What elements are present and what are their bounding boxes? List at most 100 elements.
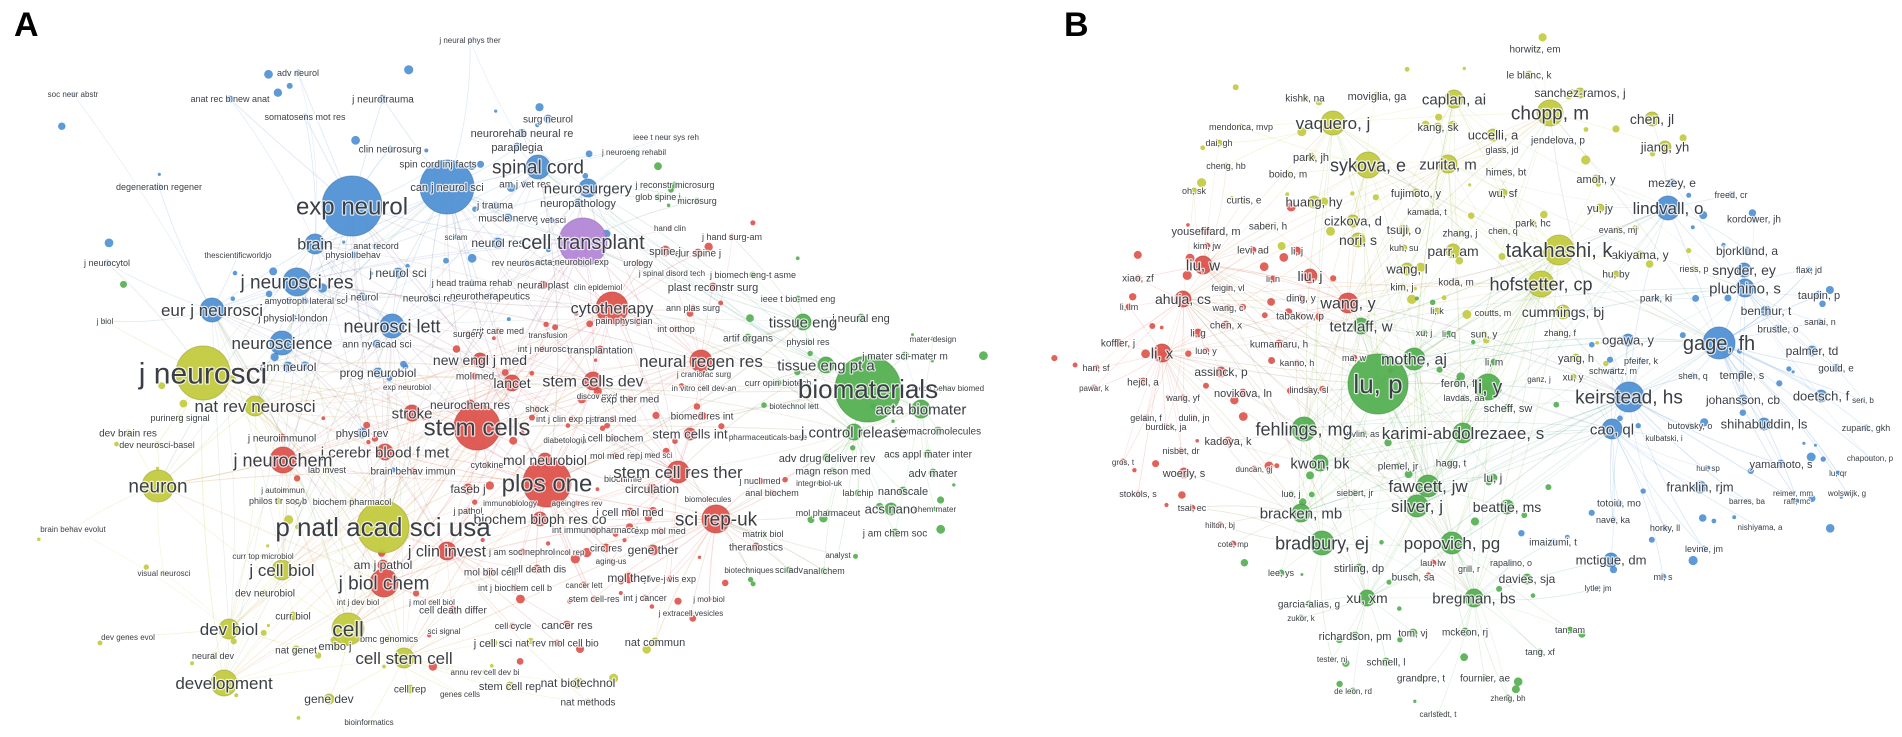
network-node[interactable]	[1601, 418, 1623, 440]
network-node[interactable]	[1773, 324, 1783, 334]
network-node-small[interactable]	[143, 564, 149, 570]
network-node-small[interactable]	[892, 452, 899, 459]
network-node[interactable]	[1757, 417, 1771, 431]
network-node-small[interactable]	[937, 496, 945, 504]
network-node[interactable]	[288, 611, 298, 621]
network-node-small[interactable]	[266, 544, 270, 548]
network-node-small[interactable]	[1578, 630, 1586, 638]
network-node-small[interactable]	[1284, 308, 1293, 316]
network-node[interactable]	[1536, 648, 1544, 656]
network-node-small[interactable]	[595, 487, 600, 492]
network-node[interactable]	[1644, 111, 1660, 127]
network-node[interactable]	[1142, 414, 1150, 422]
network-node[interactable]	[321, 175, 383, 237]
network-node[interactable]	[728, 233, 736, 241]
network-node[interactable]	[1420, 329, 1428, 337]
network-node[interactable]	[1201, 226, 1211, 236]
network-node[interactable]	[1346, 214, 1360, 228]
network-node-small[interactable]	[421, 416, 426, 421]
network-node-small[interactable]	[535, 103, 544, 112]
network-node-small[interactable]	[1468, 183, 1472, 187]
network-node[interactable]	[671, 181, 679, 189]
network-node[interactable]	[409, 467, 417, 475]
network-node[interactable]	[743, 333, 753, 343]
network-node[interactable]	[1305, 600, 1313, 608]
network-node[interactable]	[1760, 305, 1772, 317]
network-node-small[interactable]	[622, 538, 627, 543]
network-node-small[interactable]	[1072, 362, 1078, 368]
network-node-small[interactable]	[1164, 502, 1169, 508]
network-node[interactable]	[521, 180, 529, 188]
network-node-small[interactable]	[1603, 360, 1609, 367]
network-node[interactable]	[1776, 459, 1786, 469]
network-node-small[interactable]	[1384, 438, 1392, 447]
network-node[interactable]	[1113, 338, 1123, 348]
network-node[interactable]	[543, 114, 553, 124]
network-node-small[interactable]	[158, 382, 166, 390]
network-node[interactable]	[1350, 232, 1366, 248]
network-node[interactable]	[1867, 455, 1873, 461]
network-node[interactable]	[1503, 403, 1513, 413]
network-node-small[interactable]	[492, 336, 496, 341]
network-node-small[interactable]	[1350, 191, 1355, 196]
network-node-small[interactable]	[270, 353, 279, 362]
network-node[interactable]	[647, 544, 659, 556]
network-node[interactable]	[1571, 353, 1581, 363]
network-node-small[interactable]	[175, 485, 182, 492]
network-node[interactable]	[1433, 122, 1443, 132]
network-node-small[interactable]	[1232, 84, 1239, 91]
network-node-small[interactable]	[1825, 524, 1835, 533]
network-node[interactable]	[467, 37, 473, 43]
network-node-small[interactable]	[1470, 517, 1480, 526]
network-node[interactable]	[688, 610, 694, 616]
network-node[interactable]	[759, 530, 767, 538]
network-node-small[interactable]	[1813, 443, 1817, 447]
network-node[interactable]	[705, 496, 711, 502]
network-node-small[interactable]	[1429, 299, 1436, 306]
network-node[interactable]	[1398, 283, 1406, 291]
network-node-small[interactable]	[1259, 262, 1269, 272]
network-node[interactable]	[701, 385, 707, 391]
network-node-small[interactable]	[545, 541, 551, 546]
network-node[interactable]	[1655, 195, 1681, 221]
network-node-small[interactable]	[689, 615, 697, 622]
network-node[interactable]	[1529, 219, 1537, 227]
network-node[interactable]	[378, 94, 388, 104]
network-node[interactable]	[609, 434, 617, 442]
network-node[interactable]	[210, 669, 238, 697]
network-node[interactable]	[1193, 255, 1213, 275]
network-node-small[interactable]	[1421, 120, 1430, 129]
network-node[interactable]	[1453, 378, 1463, 388]
network-node-small[interactable]	[1690, 225, 1695, 230]
network-node[interactable]	[1119, 458, 1127, 466]
network-node[interactable]	[448, 605, 458, 615]
network-node[interactable]	[706, 596, 712, 602]
network-node[interactable]	[102, 318, 108, 324]
network-node[interactable]	[356, 500, 410, 554]
network-node-small[interactable]	[1277, 242, 1286, 250]
network-node-small[interactable]	[1397, 637, 1403, 643]
network-node[interactable]	[646, 483, 658, 495]
network-node[interactable]	[1293, 359, 1301, 367]
network-node[interactable]	[507, 500, 513, 506]
network-node-small[interactable]	[718, 300, 724, 306]
network-node-small[interactable]	[1565, 92, 1572, 100]
network-node[interactable]	[562, 620, 572, 630]
network-node-small[interactable]	[1200, 145, 1206, 151]
network-node-small[interactable]	[718, 423, 725, 430]
network-node[interactable]	[1498, 146, 1506, 154]
network-node[interactable]	[457, 691, 463, 697]
network-node-small[interactable]	[750, 581, 756, 587]
network-node-small[interactable]	[875, 502, 884, 511]
network-node-small[interactable]	[1686, 248, 1692, 254]
network-node[interactable]	[1814, 389, 1828, 403]
network-node-small[interactable]	[1460, 653, 1468, 662]
network-node-small[interactable]	[104, 238, 114, 248]
network-node-small[interactable]	[428, 662, 438, 671]
network-node-small[interactable]	[585, 150, 593, 158]
network-node[interactable]	[1569, 373, 1577, 381]
network-node[interactable]	[933, 426, 943, 436]
network-node[interactable]	[1438, 154, 1458, 174]
network-node[interactable]	[1831, 363, 1841, 373]
network-node[interactable]	[485, 567, 495, 577]
